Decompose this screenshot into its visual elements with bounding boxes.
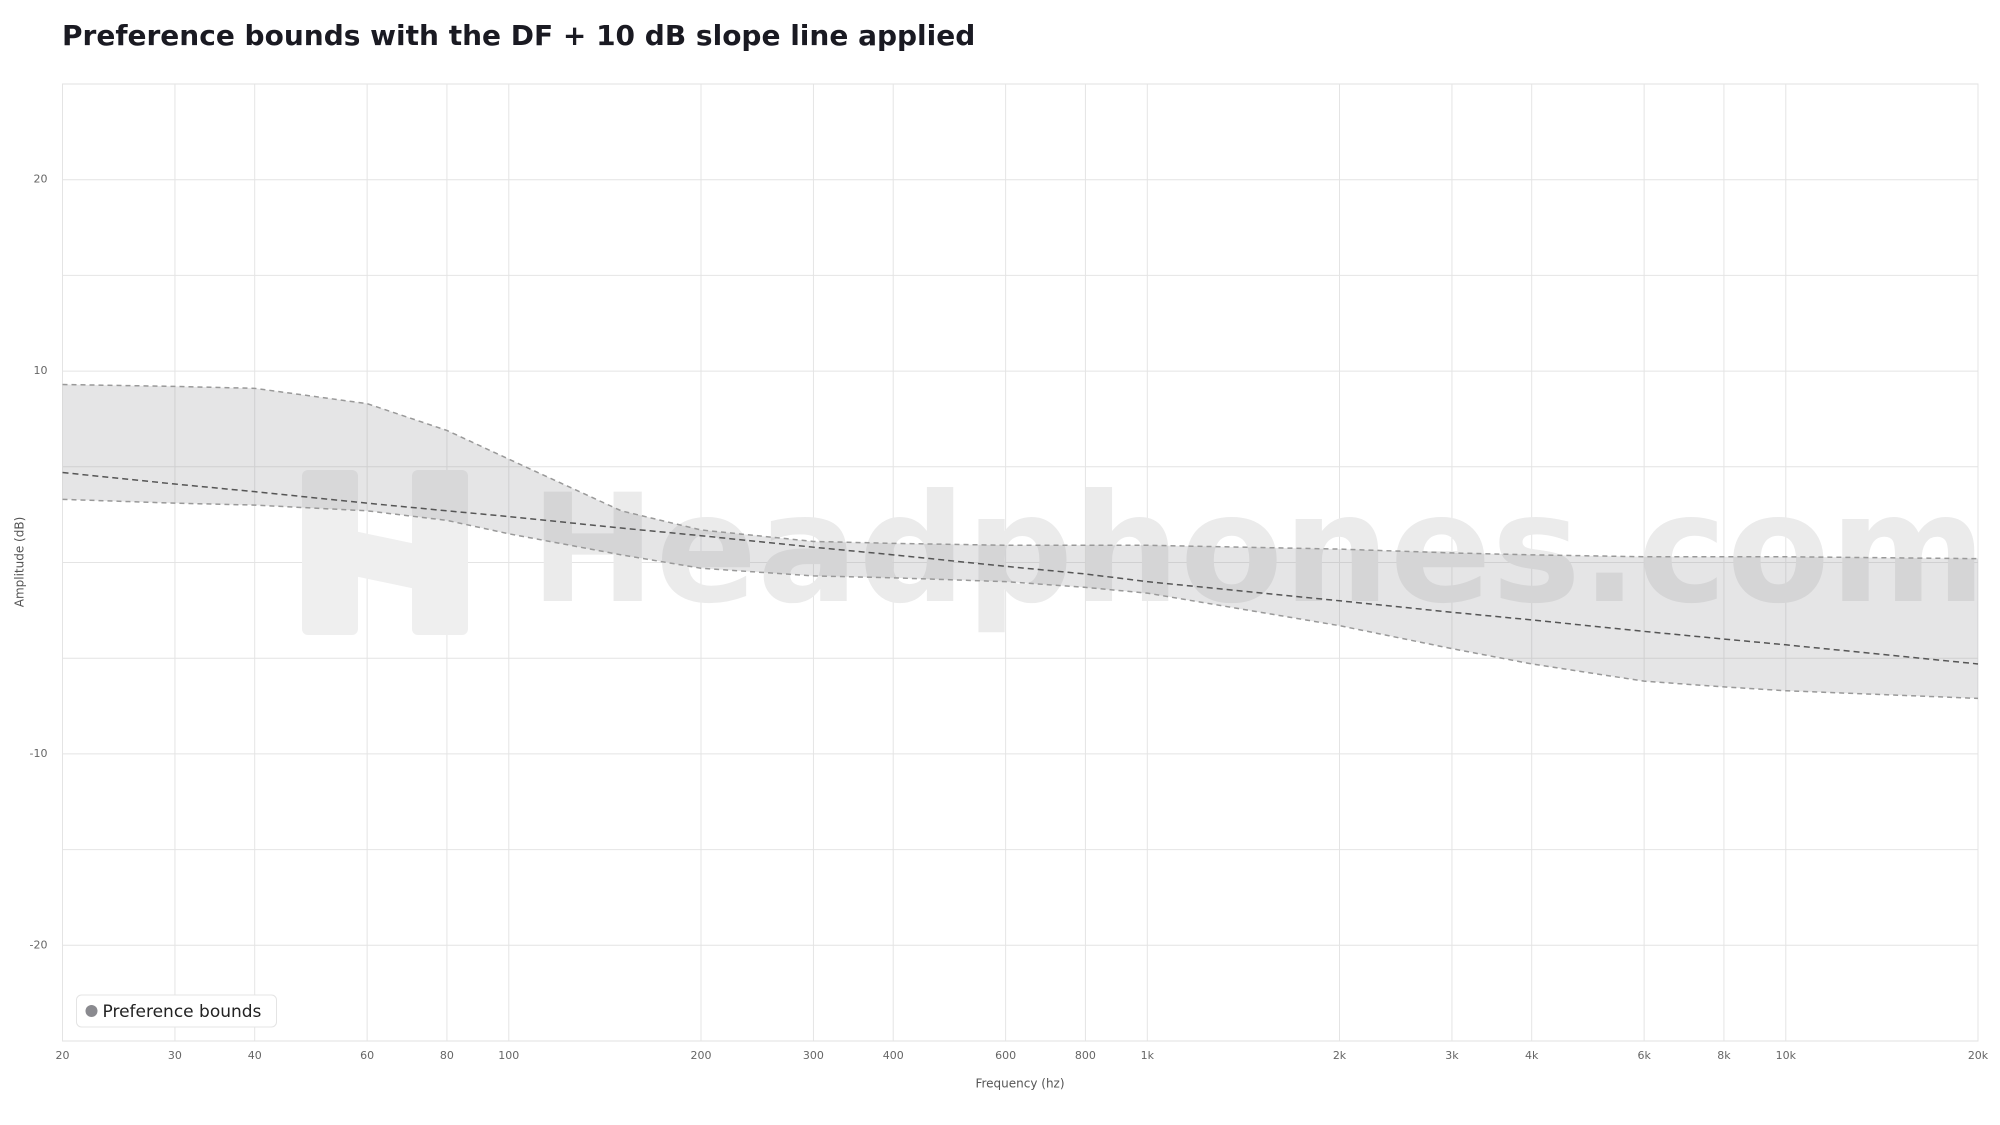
- x-tick-label: 4k: [1525, 1049, 1539, 1062]
- y-axis-title: Amplitude (dB): [13, 517, 27, 608]
- band-lower-line: [62, 498, 1979, 700]
- slope-line: [62, 471, 1979, 665]
- x-tick-label: 1k: [1141, 1049, 1155, 1062]
- x-axis-title: Frequency (hz): [975, 1077, 1064, 1091]
- band-area: [62, 384, 1978, 699]
- x-tick-label: 80: [440, 1049, 454, 1062]
- y-tick-label: 20: [34, 173, 48, 186]
- legend-swatch: [85, 1005, 98, 1017]
- logo-slash: [302, 520, 468, 600]
- y-tick-label: -20: [30, 938, 48, 951]
- x-tick-label: 300: [803, 1049, 824, 1062]
- x-tick-label: 2k: [1333, 1049, 1347, 1062]
- x-tick-label: 8k: [1717, 1049, 1731, 1062]
- legend-label: Preference bounds: [103, 1002, 262, 1022]
- band-upper-line: [62, 383, 1979, 560]
- x-tick-label: 100: [498, 1049, 519, 1062]
- x-tick-label: 60: [360, 1049, 374, 1062]
- x-tick-label: 20: [56, 1049, 70, 1062]
- chart-title: Preference bounds with the DF + 10 dB sl…: [62, 19, 975, 52]
- x-tick-label: 200: [691, 1049, 712, 1062]
- x-tick-label: 10k: [1776, 1049, 1797, 1062]
- x-tick-label: 3k: [1445, 1049, 1459, 1062]
- legend: Preference bounds: [76, 994, 277, 1028]
- x-tick-label: 30: [168, 1049, 182, 1062]
- x-tick-label: 800: [1075, 1049, 1096, 1062]
- x-tick-label: 600: [995, 1049, 1016, 1062]
- y-tick-label: 10: [34, 364, 48, 377]
- x-tick-label: 6k: [1637, 1049, 1651, 1062]
- x-tick-label: 20k: [1968, 1049, 1989, 1062]
- x-tick-label: 400: [883, 1049, 904, 1062]
- x-tick-label: 40: [248, 1049, 262, 1062]
- legend-box: [76, 994, 277, 1028]
- y-tick-label: -10: [30, 747, 48, 760]
- grid: [62, 83, 1979, 1042]
- watermark: Headphones.com: [530, 463, 1986, 637]
